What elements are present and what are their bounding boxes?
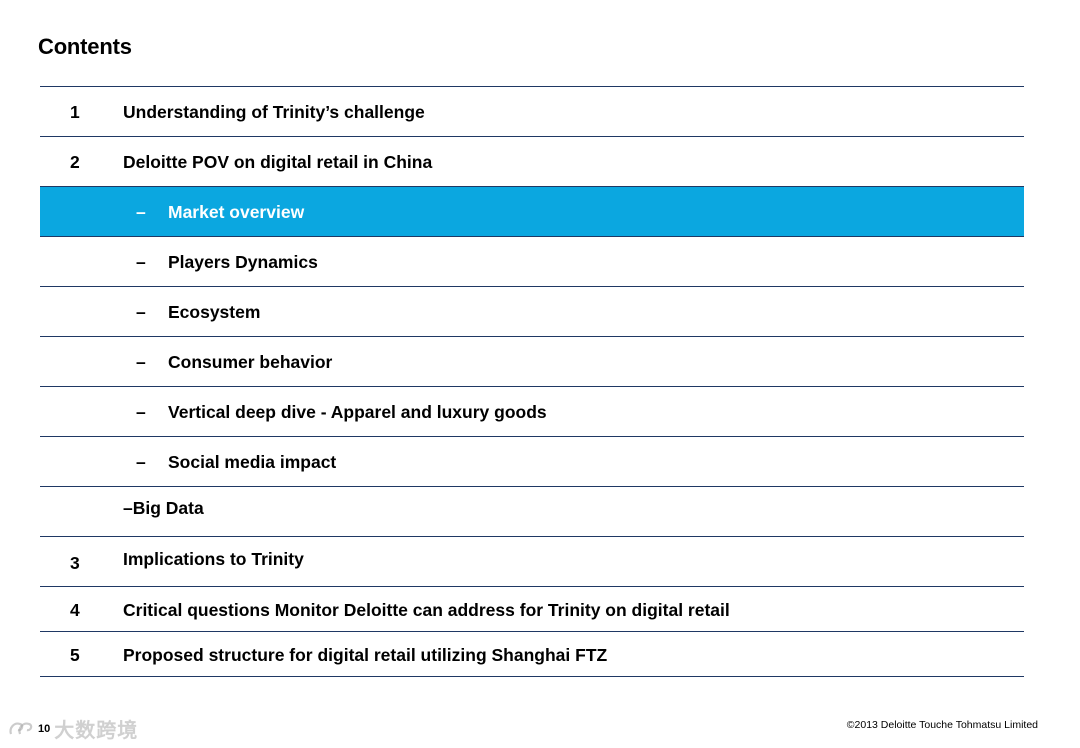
toc-row-2[interactable]: 2 Deloitte POV on digital retail in Chin… [40,137,1024,187]
toc-subrow-big-data[interactable]: –Big Data [40,487,1024,537]
toc-sublabel: Market overview [168,202,305,222]
toc-dash: – [136,352,146,372]
toc-sublabel: Vertical deep dive - Apparel and luxury … [168,402,547,422]
toc-subrow-market-overview-active[interactable]: – Market overview [40,187,1024,237]
watermark-text: 大数跨境 [54,718,139,742]
toc-subrow-consumer-behavior[interactable]: – Consumer behavior [40,337,1024,387]
toc-dash: – [136,452,146,472]
toc-subrow-players-dynamics[interactable]: – Players Dynamics [40,237,1024,287]
toc-sublabel: Social media impact [168,452,337,472]
toc-dash: – [136,402,146,422]
toc-label: Critical questions Monitor Deloitte can … [123,600,730,620]
toc-row-4[interactable]: 4 Critical questions Monitor Deloitte ca… [40,587,1024,632]
toc-sublabel: –Big Data [123,498,204,518]
toc-label: Understanding of Trinity’s challenge [123,102,425,122]
page-number: 10 [38,722,51,735]
toc-number: 5 [70,645,80,665]
copyright: ©2013 Deloitte Touche Tohmatsu Limited [846,719,1038,731]
page-title: Contents [38,34,132,59]
toc-subrow-ecosystem[interactable]: – Ecosystem [40,287,1024,337]
toc-subrow-social-media-impact[interactable]: – Social media impact [40,437,1024,487]
toc-dash: – [136,252,146,272]
watermark-logo-icon [9,722,33,734]
toc-dash: – [136,302,146,322]
toc-sublabel: Consumer behavior [168,352,333,372]
footer-left: 10 大数跨境 [8,714,138,743]
toc-sublabel: Ecosystem [168,302,261,322]
toc-row-5[interactable]: 5 Proposed structure for digital retail … [40,632,1024,677]
toc-number: 2 [70,152,80,172]
toc-label: Implications to Trinity [123,549,304,569]
toc-number: 3 [70,553,80,573]
toc-label: Deloitte POV on digital retail in China [123,152,433,172]
toc-number: 4 [70,600,80,620]
toc-label: Proposed structure for digital retail ut… [123,645,608,665]
toc-subrow-vertical-deep-dive[interactable]: – Vertical deep dive - Apparel and luxur… [40,387,1024,437]
toc-sublabel: Players Dynamics [168,252,318,272]
toc-row-1[interactable]: 1 Understanding of Trinity’s challenge [40,87,1024,137]
toc-number: 1 [70,102,80,122]
toc-row-3[interactable]: 3 Implications to Trinity [40,537,1024,587]
table-of-contents: 1 Understanding of Trinity’s challenge 2… [40,86,1024,677]
toc-dash: – [136,202,146,222]
